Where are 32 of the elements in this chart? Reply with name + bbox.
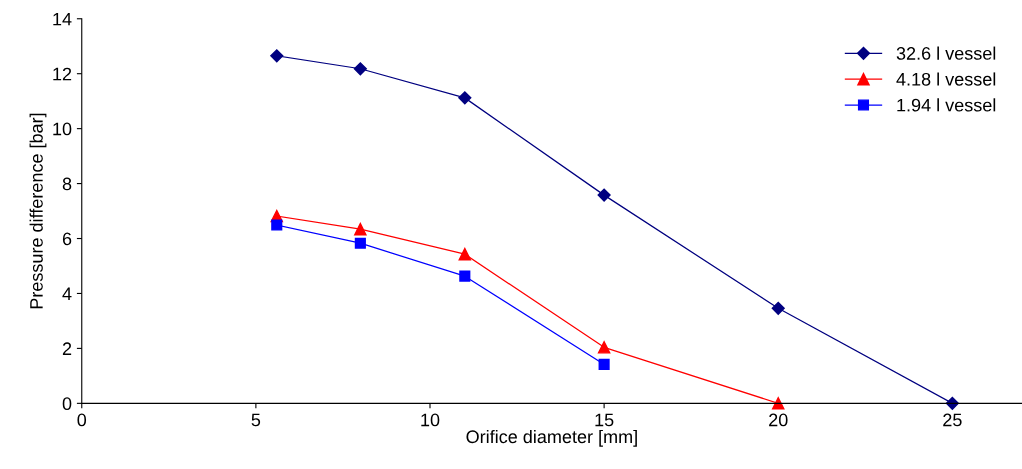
y-axis-title: Pressure difference [bar] — [29, 113, 47, 309]
x-tick-label: 15 — [595, 413, 614, 427]
x-tick-label: 20 — [769, 413, 788, 427]
point — [270, 49, 284, 63]
y-tick-label: 14 — [53, 12, 72, 26]
y-tick-label: 2 — [62, 342, 72, 355]
y-tick-label: 12 — [53, 67, 72, 81]
legend-label: 1.94 l vessel — [897, 98, 996, 112]
y-tick-label: 0 — [62, 397, 72, 411]
legend-label: 32.6 l vessel — [896, 46, 996, 60]
point — [597, 341, 611, 354]
y-tick-label: 4 — [62, 287, 72, 300]
point — [458, 91, 472, 105]
point — [353, 62, 367, 76]
y-tick-label: 10 — [53, 122, 72, 136]
legend-label: 4.18 l vessel — [896, 72, 996, 86]
point — [771, 397, 785, 410]
point — [598, 358, 610, 370]
y-tick-label: 8 — [62, 177, 72, 191]
x-axis-title: Orifice diameter [mm] — [466, 429, 637, 447]
x-tick-label: 10 — [421, 413, 440, 427]
y-tick-label: 6 — [62, 232, 72, 246]
point — [771, 301, 785, 315]
point — [458, 247, 472, 261]
x-tick-label: 5 — [251, 413, 261, 427]
point — [459, 270, 471, 282]
x-tick-label: 25 — [943, 413, 962, 427]
point — [271, 219, 283, 231]
x-tick-label: 0 — [77, 413, 87, 427]
point — [354, 222, 367, 236]
point — [354, 237, 366, 249]
point — [597, 188, 611, 202]
